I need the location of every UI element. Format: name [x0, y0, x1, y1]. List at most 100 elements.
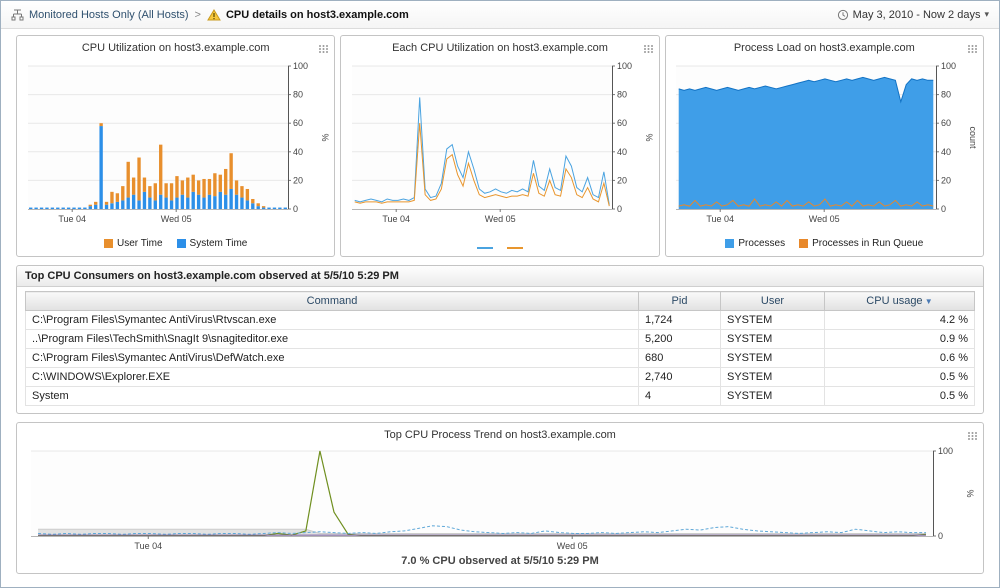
chart-title: Top CPU Process Trend on host3.example.c…	[384, 429, 616, 441]
breadcrumb-bar: Monitored Hosts Only (All Hosts) > CPU d…	[1, 1, 999, 29]
time-range-icon	[837, 9, 849, 21]
each-cpu-utilization-legend	[343, 247, 656, 249]
table-cell: SYSTEM	[720, 348, 825, 368]
legend-item: Processes	[725, 238, 785, 249]
legend-swatch	[103, 239, 113, 248]
legend-item	[506, 247, 523, 249]
legend-label: Processes	[738, 238, 786, 249]
table-cell: SYSTEM	[720, 367, 825, 387]
chart-menu-icon[interactable]	[643, 41, 654, 59]
time-range-label: May 3, 2010 - Now 2 days	[852, 8, 981, 21]
table-row[interactable]: C:\Program Files\Symantec AntiVirus\DefW…	[25, 348, 975, 368]
table-row[interactable]: C:\Program Files\Symantec AntiVirus\Rtvs…	[25, 310, 975, 330]
svg-text:%: %	[320, 133, 330, 141]
svg-text:40: 40	[617, 147, 627, 157]
consumers-table-body: C:\Program Files\Symantec AntiVirus\Rtvs…	[25, 310, 975, 406]
top-cpu-consumers-panel: Top CPU Consumers on host3.example.com o…	[16, 265, 984, 414]
svg-text:Tue 04: Tue 04	[382, 214, 410, 224]
chevron-down-icon: ▾	[984, 9, 989, 19]
chart-panel-cpu-utilization: CPU Utilization on host3.example.com 0 20…	[16, 35, 336, 257]
svg-text:Wed 05: Wed 05	[485, 214, 516, 224]
page-title: CPU details on host3.example.com	[225, 8, 409, 21]
svg-text:40: 40	[293, 147, 303, 157]
column-header-pid[interactable]: Pid	[638, 291, 721, 311]
top-cpu-process-trend-chart[interactable]: 0 100% Tue 04 Wed 05	[25, 443, 975, 553]
table-title: Top CPU Consumers on host3.example.com o…	[17, 266, 983, 287]
table-cell: ..\Program Files\TechSmith\SnagIt 9\snag…	[25, 329, 639, 349]
svg-text:80: 80	[941, 90, 951, 100]
column-header-cpu-usage[interactable]: CPU usage ▼	[824, 291, 975, 311]
svg-text:0: 0	[938, 531, 943, 541]
charts-row: CPU Utilization on host3.example.com 0 20…	[16, 35, 984, 257]
chart-menu-icon[interactable]	[967, 41, 978, 59]
svg-text:100: 100	[617, 61, 632, 71]
table-cell: C:\Program Files\Symantec AntiVirus\Rtvs…	[25, 310, 639, 330]
table-row[interactable]: ..\Program Files\TechSmith\SnagIt 9\snag…	[25, 329, 975, 349]
table-grid-wrap: Command Pid User CPU usage ▼ C:\Program Fil…	[17, 287, 983, 413]
svg-text:Wed 05: Wed 05	[557, 541, 588, 551]
breadcrumb-parent-link[interactable]: Monitored Hosts Only (All Hosts)	[29, 8, 189, 21]
legend-swatch	[799, 239, 809, 248]
chart-panel-each-cpu-utilization: Each CPU Utilization on host3.example.co…	[340, 35, 660, 257]
table-cell: SYSTEM	[720, 310, 825, 330]
chart-panel-top-cpu-process-trend: Top CPU Process Trend on host3.example.c…	[16, 422, 984, 574]
chart-menu-icon[interactable]	[318, 41, 329, 59]
legend-label: User Time	[116, 238, 163, 249]
table-row[interactable]: C:\WINDOWS\Explorer.EXE 2,740 SYSTEM 0.5 %	[25, 367, 975, 387]
legend-item	[476, 247, 493, 249]
process-load-chart[interactable]: 0 20 40 60 80 100 count Tue 04 Wed 05	[670, 58, 978, 226]
svg-text:0: 0	[617, 204, 622, 214]
table-cell: 0.5 %	[824, 386, 975, 406]
svg-text:80: 80	[293, 90, 303, 100]
process-load-legend: Processes Processes in Run Queue	[668, 238, 981, 249]
svg-text:100: 100	[293, 61, 308, 71]
table-cell: SYSTEM	[720, 329, 825, 349]
each-cpu-utilization-chart[interactable]: 0 20 40 60 80 100% Tue 04 Wed 05	[346, 58, 654, 226]
table-row[interactable]: System 4 SYSTEM 0.5 %	[25, 386, 975, 406]
table-cell: 0.5 %	[824, 367, 975, 387]
table-cell: C:\WINDOWS\Explorer.EXE	[25, 367, 639, 387]
svg-text:Tue 04: Tue 04	[707, 214, 735, 224]
svg-text:Tue 04: Tue 04	[134, 541, 162, 551]
svg-text:80: 80	[617, 90, 627, 100]
svg-text:60: 60	[617, 118, 627, 128]
table-cell: System	[25, 386, 639, 406]
topology-icon	[11, 9, 24, 21]
legend-swatch	[476, 247, 493, 249]
warning-icon	[207, 8, 221, 21]
table-cell: 5,200	[638, 329, 721, 349]
svg-text:40: 40	[941, 147, 951, 157]
svg-text:60: 60	[293, 118, 303, 128]
column-header-user[interactable]: User	[720, 291, 825, 311]
chart-title: Each CPU Utilization on host3.example.co…	[392, 42, 608, 54]
svg-text:%: %	[965, 489, 975, 497]
column-header-command[interactable]: Command	[25, 291, 639, 311]
trend-caption: 7.0 % CPU observed at 5/5/10 5:29 PM	[401, 555, 599, 567]
legend-item: System Time	[176, 238, 247, 249]
time-range-control[interactable]: May 3, 2010 - Now 2 days ▾	[837, 9, 989, 21]
svg-text:100: 100	[938, 446, 953, 456]
cpu-utilization-chart[interactable]: 0 20 40 60 80 100% Tue 04 Wed 05	[22, 58, 330, 226]
svg-text:20: 20	[941, 175, 951, 185]
table-cell: 4.2 %	[824, 310, 975, 330]
legend-label: Processes in Run Queue	[812, 238, 924, 249]
svg-text:20: 20	[617, 175, 627, 185]
chart-panel-process-load: Process Load on host3.example.com 0 20 40 6…	[664, 35, 984, 257]
legend-swatch	[506, 247, 523, 249]
svg-text:Tue 04: Tue 04	[58, 214, 86, 224]
svg-text:Wed 05: Wed 05	[809, 214, 840, 224]
chart-title: Process Load on host3.example.com	[733, 42, 915, 54]
table-cell: 680	[638, 348, 721, 368]
legend-swatch	[725, 239, 735, 248]
consumers-table-header-row: Command Pid User CPU usage ▼	[25, 291, 975, 311]
table-cell: SYSTEM	[720, 386, 825, 406]
chart-menu-icon[interactable]	[967, 428, 978, 446]
svg-text:0: 0	[941, 204, 946, 214]
svg-text:%: %	[644, 133, 654, 141]
legend-swatch	[176, 239, 186, 248]
svg-text:20: 20	[293, 175, 303, 185]
legend-item: Processes in Run Queue	[799, 238, 923, 249]
legend-item: User Time	[103, 238, 163, 249]
svg-text:Wed 05: Wed 05	[160, 214, 191, 224]
